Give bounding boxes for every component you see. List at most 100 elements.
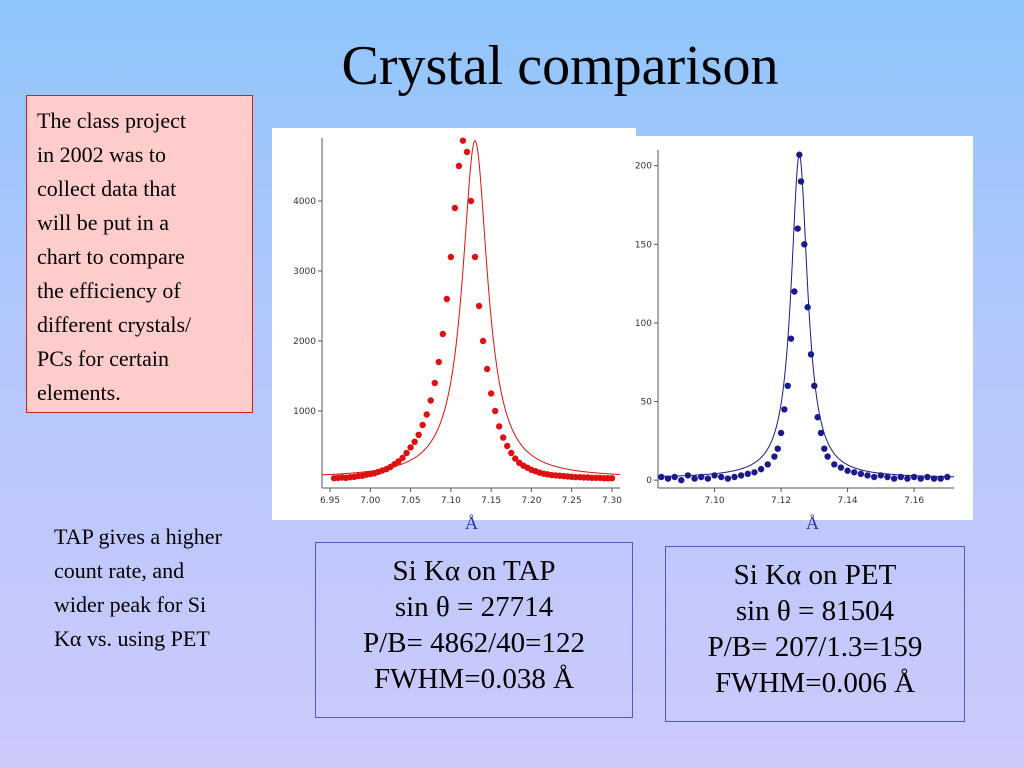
pet-data-point (797, 178, 805, 185)
pet-data-point (764, 461, 771, 468)
pet-y-tick-label: 0 (646, 476, 652, 486)
pet-data-point (737, 472, 745, 479)
tap-chart-panel: 1000 2000 3000 4000 6.95 7.00 7.05 7.10 7.15 7.20… (272, 128, 636, 520)
tap-data-point (487, 390, 495, 397)
pet-data-point (917, 475, 924, 482)
pet-y-tick-label: 150 (635, 240, 652, 250)
pet-data-point (757, 465, 765, 473)
tap-data-point (479, 337, 487, 345)
pet-data-point (844, 467, 851, 474)
pet-data-point (781, 406, 788, 413)
pet-data-point (804, 304, 811, 311)
tap-data-point (407, 444, 414, 451)
pet-data-point (751, 469, 758, 476)
pet-data-point (864, 472, 871, 479)
tap-x-tick-label: 6.95 (320, 496, 340, 506)
pet-data-point (930, 475, 938, 482)
tap-data-point (431, 379, 438, 387)
pet-data-point (771, 453, 778, 460)
tap-x-tick-label: 7.00 (360, 496, 380, 506)
tap-y-tick-label: 2000 (293, 337, 316, 347)
tap-x-tick-label: 7.15 (481, 496, 501, 506)
tap-y-tick-label: 3000 (293, 267, 316, 277)
tap-data-point (399, 454, 406, 462)
pet-x-tick-label: 7.10 (705, 496, 725, 506)
tap-data-point (451, 204, 459, 212)
tap-spectrum-chart: 1000 2000 3000 4000 6.95 7.00 7.05 7.10 7.15 7.20… (293, 137, 622, 506)
pet-data-point (884, 473, 891, 481)
tap-x-tick-label: 7.30 (602, 496, 622, 506)
tap-x-tick-label: 7.10 (441, 496, 461, 506)
pet-data-point (897, 473, 904, 481)
pet-data-point (937, 475, 944, 482)
pet-data-point (744, 470, 751, 478)
pet-chart-panel: 0 50 100 150 200 7.10 7.12 7.14 7.16 (632, 136, 973, 520)
pet-data-point (924, 473, 931, 481)
tap-peak-to-background: P/B= 4862/40=122 (362, 627, 586, 659)
pet-data-point (731, 473, 738, 481)
pet-data-point (807, 351, 815, 358)
pet-data-point (664, 475, 672, 482)
pet-data-point (851, 469, 858, 476)
tap-fwhm: FWHM=0.038 Å (373, 663, 575, 695)
tap-data-point (483, 365, 491, 373)
tap-data-point (475, 302, 483, 310)
tap-data-point (459, 137, 467, 144)
pet-data-point (910, 473, 918, 481)
tap-data-point (455, 162, 463, 170)
tap-data-point (504, 442, 511, 450)
pet-fit-line (657, 153, 955, 478)
pet-data-point (684, 472, 692, 479)
tap-x-tick-label: 7.20 (521, 496, 541, 506)
pet-sin-theta: sin θ = 81504 (735, 595, 895, 627)
tap-crystal-label: Si Kα on TAP (392, 555, 556, 587)
tap-data-point (435, 358, 442, 366)
pet-fwhm: FWHM=0.006 Å (714, 667, 916, 699)
pet-data-point (824, 453, 831, 460)
pet-data-point (777, 429, 785, 437)
pet-data-point (724, 475, 732, 482)
pet-y-tick-label: 50 (641, 398, 653, 408)
pet-data-point (857, 470, 865, 478)
pet-data-point (698, 473, 705, 481)
pet-x-tick-label: 7.14 (838, 496, 858, 506)
class-project-note: The class project in 2002 was to collect… (26, 95, 253, 413)
pet-x-tick-label: 7.16 (904, 496, 924, 506)
pet-data-point (821, 445, 828, 452)
tap-sin-theta: sin θ = 27714 (394, 591, 554, 623)
pet-data-point (796, 151, 803, 158)
pet-data-point (691, 475, 698, 482)
pet-data-point (704, 475, 712, 482)
pet-data-point (870, 473, 878, 481)
pet-data-point (678, 476, 685, 484)
tap-fit-line (321, 140, 621, 476)
pet-spectrum-chart: 0 50 100 150 200 7.10 7.12 7.14 7.16 (635, 150, 955, 506)
pet-data-point (784, 382, 791, 390)
pet-data-point (711, 472, 718, 479)
pet-info-box: Si Kα on PET sin θ = 81504 P/B= 207/1.3=… (665, 546, 965, 722)
tap-data-point (508, 449, 515, 457)
pet-data-point (890, 475, 898, 482)
pet-data-point (791, 288, 798, 295)
pet-data-point (787, 335, 795, 342)
pet-x-tick-label: 7.12 (771, 496, 791, 506)
pet-data-point (877, 472, 885, 479)
tap-data-point (495, 423, 503, 430)
tap-data-point (443, 295, 451, 303)
tap-data-point (415, 431, 422, 438)
tap-data-point (608, 475, 616, 482)
pet-data-point (831, 461, 838, 468)
pet-data-point (671, 473, 678, 481)
tap-data-point (467, 197, 475, 205)
tap-data-point (512, 455, 519, 462)
slide-title: Crystal comparison (341, 35, 779, 97)
pet-peak-to-background: P/B= 207/1.3=159 (707, 631, 923, 663)
pet-data-point (811, 382, 818, 390)
pet-data-point (717, 473, 725, 481)
pet-data-point (904, 475, 911, 482)
tap-data-point (423, 411, 430, 418)
tap-data-point (427, 397, 434, 404)
pet-data-point (774, 445, 781, 452)
tap-data-point (403, 449, 410, 457)
tap-data-point (471, 253, 479, 261)
